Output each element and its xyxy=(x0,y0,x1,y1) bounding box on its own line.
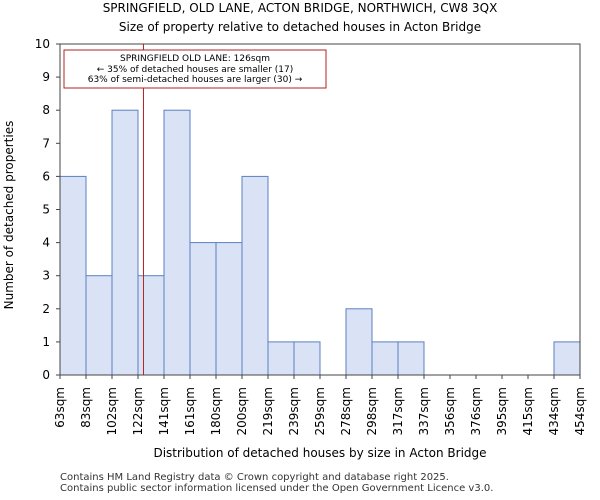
plot-area: 0 1 2 3 4 5 6 7 8 9 10 63sqm 83sqm 102sqm 122sqm 141sqm… xyxy=(35,37,587,435)
x-tick-label: 102sqm xyxy=(105,387,119,435)
bar-83sqm xyxy=(85,275,113,376)
footer-copyright: Contains HM Land Registry data © Crown c… xyxy=(60,472,449,483)
bar-298sqm xyxy=(371,341,399,376)
x-tick-label: 317sqm xyxy=(391,387,405,435)
x-tick-label: 180sqm xyxy=(209,387,223,435)
annotation-larger: 63% of semi-detached houses are larger (… xyxy=(88,75,303,85)
bar-63sqm xyxy=(59,175,87,376)
bar-219sqm xyxy=(267,341,295,376)
y-tick-label: 9 xyxy=(42,70,50,84)
bar-141sqm xyxy=(163,109,191,376)
x-tick-label: 434sqm xyxy=(547,387,561,435)
y-tick-label: 7 xyxy=(42,136,50,150)
x-tick-label: 63sqm xyxy=(53,387,67,428)
chart-title: SPRINGFIELD, OLD LANE, ACTON BRIDGE, NOR… xyxy=(103,1,498,15)
y-tick-label: 3 xyxy=(42,269,50,283)
annotation-smaller: ← 35% of detached houses are smaller (17… xyxy=(97,65,294,75)
x-tick-label: 259sqm xyxy=(313,387,327,435)
bar-317sqm xyxy=(397,341,425,376)
y-axis-label: Number of detached properties xyxy=(2,121,16,310)
annotation-box xyxy=(63,49,327,89)
y-tick-label: 0 xyxy=(42,368,50,382)
y-tick-label: 4 xyxy=(42,236,50,250)
bar-102sqm xyxy=(111,109,139,376)
x-tick-label: 395sqm xyxy=(495,387,509,435)
bar-180sqm xyxy=(215,242,243,376)
bar-200sqm xyxy=(241,175,269,376)
footer-licence: Contains public sector information licen… xyxy=(60,483,494,494)
bar-239sqm xyxy=(293,341,321,376)
bar-122sqm xyxy=(137,275,165,376)
x-tick-label: 278sqm xyxy=(339,387,353,435)
y-tick-label: 5 xyxy=(42,203,50,217)
x-tick-label: 219sqm xyxy=(261,387,275,435)
x-tick-label: 376sqm xyxy=(469,387,483,435)
x-tick-label: 337sqm xyxy=(417,387,431,435)
y-tick-label: 2 xyxy=(42,302,50,316)
y-tick-label: 6 xyxy=(42,169,50,183)
x-tick-label: 200sqm xyxy=(235,387,249,435)
bar-278sqm xyxy=(345,308,373,376)
chart-subtitle: Size of property relative to detached ho… xyxy=(119,20,481,34)
x-tick-label: 356sqm xyxy=(443,387,457,435)
x-tick-label: 298sqm xyxy=(365,387,379,435)
x-tick-label: 415sqm xyxy=(521,387,535,435)
bar-434sqm xyxy=(553,341,581,376)
x-tick-label: 122sqm xyxy=(131,387,145,435)
x-tick-label: 83sqm xyxy=(79,387,93,428)
x-tick-label: 454sqm xyxy=(573,387,587,435)
x-tick-label: 141sqm xyxy=(157,387,171,435)
x-axis-label: Distribution of detached houses by size … xyxy=(153,446,486,460)
annotation-title: SPRINGFIELD OLD LANE: 126sqm xyxy=(120,54,270,64)
y-tick-label: 8 xyxy=(42,103,50,117)
y-tick-label: 10 xyxy=(35,37,50,51)
x-tick-label: 161sqm xyxy=(183,387,197,435)
y-tick-label: 1 xyxy=(42,335,50,349)
bar-161sqm xyxy=(189,242,217,376)
x-tick-label: 239sqm xyxy=(287,387,301,435)
